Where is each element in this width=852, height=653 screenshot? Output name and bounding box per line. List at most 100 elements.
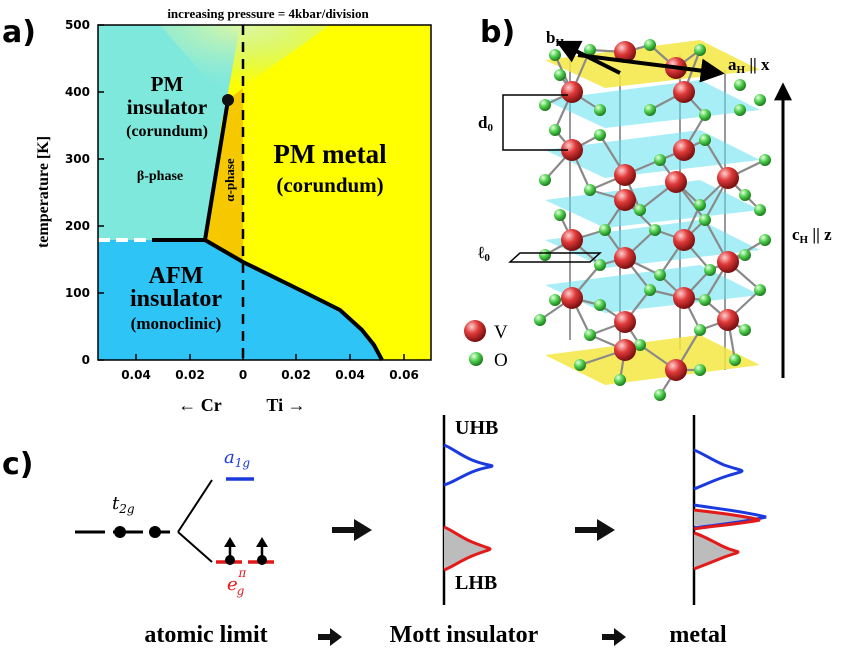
- oxygen-atom: [614, 374, 626, 386]
- oxygen-atom: [729, 354, 741, 366]
- electron: [149, 526, 161, 538]
- vanadium-atom: [614, 339, 636, 361]
- metal-dos: [692, 415, 767, 605]
- a-axis-arrow: [577, 53, 725, 83]
- y-axis: temperature [K] 0 100 200 300 400 500: [35, 18, 104, 367]
- oxygen-atom: [644, 104, 656, 116]
- oxygen-atom: [734, 104, 746, 116]
- pm-insulator-region: [98, 25, 240, 240]
- x-tick-label: 0.04: [121, 368, 151, 382]
- atoms: [534, 39, 771, 401]
- oxygen-atom: [644, 284, 656, 296]
- oxygen-atom: [554, 69, 566, 81]
- oxygen-atom: [739, 249, 751, 261]
- oxygen-atom: [754, 94, 766, 106]
- x-tick-label: 0.02: [175, 368, 205, 382]
- oxygen-atom: [654, 389, 666, 401]
- b-axis-arrow: [555, 40, 621, 75]
- spin-up-electron: [224, 537, 236, 565]
- a-axis-label: aH || x: [728, 55, 770, 76]
- oxygen-atom: [644, 39, 656, 51]
- lower-hubbard-filled: [694, 533, 738, 569]
- bottom-yellow-plane: [545, 335, 760, 385]
- oxygen-atom: [594, 299, 606, 311]
- d0-label: d0: [478, 113, 493, 134]
- oxygen-atom: [699, 294, 711, 306]
- panel-b-label: b): [480, 15, 515, 50]
- oxygen-atom: [734, 79, 746, 91]
- x-axis-left-label: ← Cr: [178, 395, 222, 415]
- uhb-label: UHB: [455, 417, 498, 439]
- split-line-lower: [177, 531, 213, 563]
- y-tick-label: 500: [65, 18, 90, 32]
- t2g-label: t2g: [112, 493, 135, 516]
- oxygen-atom: [584, 184, 596, 196]
- pm-metal-label-1: PM metal: [273, 139, 387, 169]
- oxygen-atom: [634, 204, 646, 216]
- vanadium-atom: [614, 311, 636, 333]
- vanadium-atom: [614, 247, 636, 269]
- x-axis: 0.04 0.02 0 0.02 0.04 0.06 ← Cr Ti →: [121, 354, 419, 415]
- atomic-limit-diagram: t2g a1g egπ: [75, 447, 276, 598]
- caption-mott-insulator: Mott insulator: [390, 622, 539, 648]
- oxygen-atom: [654, 154, 666, 166]
- oxygen-atom: [699, 134, 711, 146]
- phase-diagram-plot: PM insulator (corundum) β-phase α-phase …: [97, 24, 432, 361]
- vanadium-atom: [665, 171, 687, 193]
- oxygen-legend-label: O: [494, 350, 508, 371]
- vanadium-atom: [614, 189, 636, 211]
- critical-point: [222, 94, 234, 106]
- pm-insulator-label-3: (corundum): [126, 123, 208, 140]
- vanadium-legend-label: V: [494, 322, 508, 343]
- oxygen-atom: [594, 259, 606, 271]
- electron: [114, 526, 126, 538]
- y-tick-marks: [98, 24, 104, 361]
- vanadium-atom: [561, 81, 583, 103]
- alpha-phase-region: [205, 88, 243, 262]
- plot-frame: [97, 24, 432, 361]
- first-order-boundary: [203, 99, 230, 241]
- alpha-phase-label: α-phase: [222, 158, 237, 202]
- cyan-plane: [545, 220, 760, 268]
- afm-insulator-region: [98, 240, 382, 360]
- oxygen-atom: [549, 49, 561, 61]
- vanadium-atom: [665, 359, 687, 381]
- oxygen-atom: [704, 264, 716, 276]
- oxygen-atom: [694, 364, 706, 376]
- vanadium-atom: [614, 41, 636, 63]
- lower-hubbard-band: [693, 531, 740, 571]
- oxygen-atom: [594, 129, 606, 141]
- caption-arrow: [318, 628, 342, 646]
- transition-arrow: [332, 519, 372, 541]
- oxygen-atom: [649, 224, 661, 236]
- oxygen-atom: [739, 189, 751, 201]
- panel-a-label: a): [2, 15, 36, 50]
- mott-insulator-dos: UHB LHB: [442, 415, 498, 605]
- vanadium-atom: [614, 164, 636, 186]
- vanadium-atom: [673, 229, 695, 251]
- oxygen-atom: [539, 99, 551, 111]
- oxygen-atom: [549, 124, 561, 136]
- y-tick-label: 300: [65, 152, 90, 166]
- a1g-label: a1g: [224, 447, 250, 470]
- lhb-band: [443, 525, 492, 572]
- l0-label: ℓ0: [478, 243, 490, 264]
- caption-metal: metal: [669, 622, 727, 648]
- y-axis-label: temperature [K]: [35, 136, 52, 248]
- oxygen-atom: [739, 324, 751, 336]
- vanadium-atom: [717, 167, 739, 189]
- b-axis-label: bH: [546, 28, 564, 49]
- x-tick-label: 0.04: [335, 368, 365, 382]
- split-line-upper: [177, 479, 213, 533]
- pm-metal-label-2: (corundum): [276, 173, 383, 197]
- panel-c-label: c): [2, 447, 34, 482]
- panel-c: c) t2g a1g egπ: [2, 415, 767, 648]
- oxygen-atom: [549, 294, 561, 306]
- vanadium-atom: [673, 139, 695, 161]
- vanadium-atom: [561, 287, 583, 309]
- pm-insulator-label-1: PM: [151, 72, 184, 96]
- x-tick-marks: [135, 354, 405, 360]
- oxygen-atom: [634, 339, 646, 351]
- caption-atomic-limit: atomic limit: [144, 622, 267, 648]
